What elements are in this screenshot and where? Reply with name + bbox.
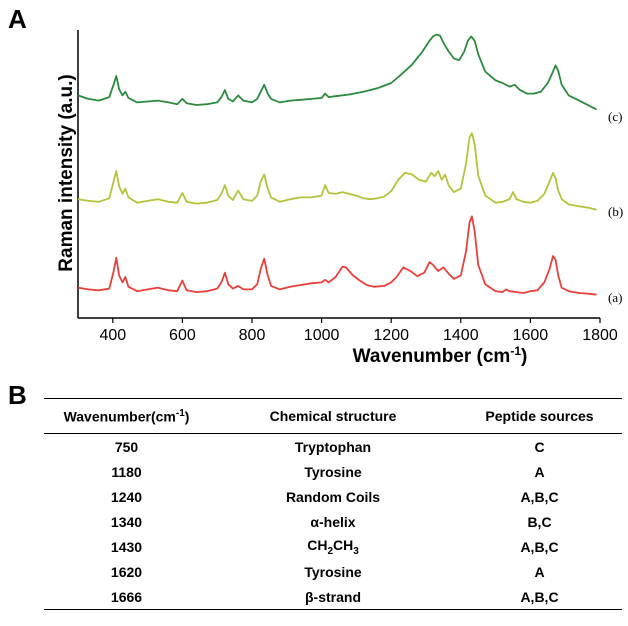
- y-axis-label: Raman intensity (a.u.): [56, 74, 77, 271]
- cell-wavenumber: 1666: [110, 588, 143, 605]
- cell-wavenumber: 1620: [110, 563, 143, 580]
- table-header-row: Wavenumber(cm-1) Chemical structure Pept…: [44, 399, 622, 433]
- panel-label-b: B: [8, 380, 27, 410]
- header-chemical-structure: Chemical structure: [269, 408, 397, 424]
- cell-wavenumber: 1430: [110, 538, 143, 555]
- cell-wavenumber: 750: [114, 438, 139, 455]
- table-row: 1666 β-strand A,B,C: [44, 584, 622, 609]
- cell-sources: C: [534, 438, 545, 455]
- x-axis-label: Wavenumber (cm-1): [353, 344, 528, 367]
- x-tick-label: 1400: [443, 327, 479, 344]
- peak-assignment-table: Wavenumber(cm-1) Chemical structure Pept…: [44, 398, 622, 610]
- cell-wavenumber: 1340: [110, 513, 143, 530]
- spectrum-line-c: [77, 33, 597, 111]
- cell-sources: B,C: [527, 513, 552, 530]
- formula-part: CH: [307, 536, 328, 553]
- cell-sources: A,B,C: [520, 588, 559, 605]
- cell-structure: Random Coils: [285, 488, 381, 505]
- cell-structure: β-strand: [305, 588, 361, 605]
- x-tick-label: 800: [239, 327, 266, 344]
- series-label-a: (a): [608, 290, 622, 305]
- cell-sources: A,B,C: [520, 488, 559, 505]
- table-header-rule: [44, 433, 622, 434]
- table-bottom-rule: [44, 609, 622, 610]
- table-top-rule: [44, 398, 622, 399]
- table-row: 1340 α-helix B,C: [44, 509, 622, 534]
- cell-structure: CH2CH3: [209, 534, 457, 559]
- chart-axes: [77, 30, 600, 319]
- formula-sub: 3: [353, 545, 359, 557]
- formula-sub: 2: [327, 545, 333, 557]
- cell-structure: Tyrosine: [304, 563, 362, 580]
- formula-part: CH: [333, 536, 354, 553]
- series-label-b: (b): [608, 204, 623, 219]
- table-row: 1430 CH2CH3 A,B,C: [44, 534, 622, 559]
- x-tick-label: 1800: [582, 327, 618, 344]
- header-wavenumber-close: ): [184, 408, 190, 425]
- x-tick-label: 600: [169, 327, 196, 344]
- cell-wavenumber: 1240: [110, 488, 143, 505]
- spectrum-line-b: [77, 132, 597, 211]
- cell-sources: A: [534, 563, 545, 580]
- raman-spectra-chart: (a)(b)(c) 400 600 800 1000 1200 1400 1600 1800 …: [56, 30, 623, 367]
- panel-label-a: A: [8, 4, 27, 34]
- x-tick-label: 1000: [304, 327, 340, 344]
- series-label-c: (c): [608, 109, 622, 124]
- cell-structure: Tyrosine: [304, 463, 362, 480]
- header-wavenumber-text: Wavenumber(cm: [63, 408, 176, 425]
- header-wavenumber: Wavenumber(cm-1): [44, 399, 209, 433]
- table-row: 1240 Random Coils A,B,C: [44, 484, 622, 509]
- x-axis-label-sup: -1: [510, 344, 521, 358]
- x-tick-label: 400: [99, 327, 126, 344]
- cell-sources: A,B,C: [520, 538, 559, 555]
- cell-structure: Tryptophan: [294, 438, 372, 455]
- spectra-series: (a) (b) (c): [77, 33, 623, 305]
- spectrum-line-a: [77, 215, 597, 296]
- table-row: 1180 Tyrosine A: [44, 459, 622, 484]
- x-axis-label-main: Wavenumber (cm: [353, 346, 511, 367]
- cell-sources: A: [534, 463, 545, 480]
- cell-structure: α-helix: [310, 513, 356, 530]
- assignment-table: Wavenumber(cm-1) Chemical structure Pept…: [44, 399, 622, 433]
- cell-wavenumber: 1180: [111, 463, 142, 480]
- header-peptide-sources: Peptide sources: [485, 408, 594, 424]
- assignment-table-body: 750 Tryptophan C 1180 Tyrosine A 1240 Ra…: [44, 434, 622, 609]
- x-axis-ticks: 400 600 800 1000 1200 1400 1600 1800: [99, 318, 618, 344]
- x-tick-label: 1200: [373, 327, 409, 344]
- table-row: 1620 Tyrosine A: [44, 559, 622, 584]
- table-row: 750 Tryptophan C: [44, 434, 622, 459]
- x-tick-label: 1600: [513, 327, 549, 344]
- x-axis-label-close: ): [521, 346, 527, 367]
- header-wavenumber-sup: -1: [175, 407, 185, 419]
